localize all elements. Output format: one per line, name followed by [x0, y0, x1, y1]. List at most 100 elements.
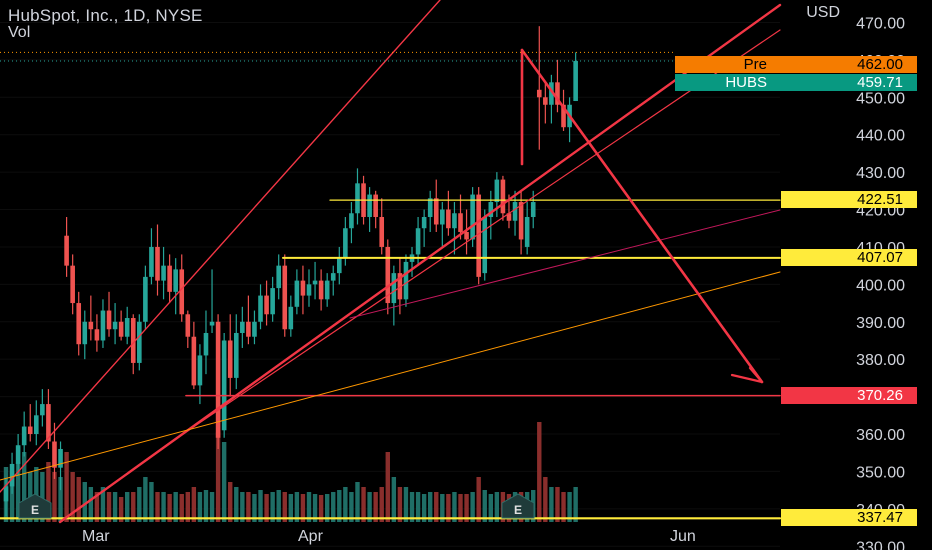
candle-body [40, 404, 45, 416]
candle-body [100, 310, 106, 341]
candle [543, 82, 548, 124]
candle-body [137, 321, 142, 363]
candle-body [458, 213, 463, 232]
candle [82, 310, 88, 360]
x-tick-mar: Mar [82, 528, 110, 545]
volume-bar [421, 494, 427, 522]
volume-bar [415, 492, 421, 522]
volume-bar [270, 492, 275, 522]
volume-bar [549, 487, 554, 522]
candle [349, 202, 354, 244]
volume-bar [488, 494, 493, 522]
candle [203, 310, 209, 375]
y-tick-label: 400.00 [856, 277, 905, 294]
volume-bar [282, 492, 287, 522]
candle-body [118, 321, 124, 337]
candle [476, 187, 481, 285]
candle-body [221, 340, 227, 431]
x-tick-jun: Jun [670, 528, 696, 545]
volume-bar [137, 487, 142, 522]
candle [270, 276, 275, 322]
candle-body [82, 321, 88, 345]
volume-bar [464, 494, 469, 522]
secondary-trendline [185, 29, 781, 433]
candle [46, 389, 51, 449]
candle-body [452, 213, 457, 229]
candle [555, 59, 560, 113]
candle [118, 310, 124, 341]
candle-body [227, 340, 233, 378]
candle-body [197, 355, 203, 386]
candle-body [337, 258, 342, 274]
candle-body [403, 261, 409, 300]
volume-bar [331, 492, 336, 522]
candle [312, 261, 318, 300]
volume-bar [288, 494, 294, 522]
candle [264, 280, 269, 326]
volume-bar [409, 492, 415, 522]
volume-bar [252, 494, 257, 522]
candle [355, 168, 360, 225]
arrow-head-a [730, 373, 764, 384]
candle [337, 246, 342, 285]
projection-arrow [520, 48, 764, 384]
volume-bar [185, 492, 190, 522]
candle [221, 332, 227, 438]
candle-body [470, 194, 475, 240]
volume-bar [537, 422, 542, 522]
candle-body [167, 265, 172, 292]
main-trendline [58, 3, 782, 524]
candle [276, 254, 281, 300]
ticker-label: HUBS [675, 74, 781, 91]
candle-body [294, 280, 300, 307]
candle-body [203, 332, 209, 356]
y-tick-label: 470.00 [856, 15, 905, 32]
candle [27, 404, 33, 442]
volume-bar [149, 482, 154, 522]
candle-body [367, 194, 372, 218]
candle [130, 314, 136, 375]
volume-bar [234, 487, 239, 522]
volume-bar [112, 492, 118, 522]
volume-bar [76, 477, 81, 522]
earnings-icon: E [501, 493, 535, 519]
candle-body [124, 318, 130, 337]
y-tick-label: 330.00 [856, 539, 905, 550]
channel-upper-line [0, 0, 441, 493]
volume-bar [446, 494, 451, 522]
volume-bar [88, 487, 94, 522]
candle [233, 314, 239, 390]
candle [282, 254, 288, 337]
candle-body [88, 321, 94, 330]
candle-body [191, 336, 197, 386]
volume-bar [203, 490, 209, 522]
candle [9, 452, 15, 494]
volume-bar [561, 492, 566, 522]
volume-bar [324, 494, 330, 522]
volume-bar [543, 477, 548, 522]
candle [464, 209, 469, 255]
candle-body [58, 448, 63, 468]
candle [561, 89, 566, 131]
volume-bar [494, 492, 500, 522]
candle-body [549, 82, 554, 105]
candle [88, 295, 94, 341]
volume-bar [361, 487, 366, 522]
candle [512, 190, 518, 236]
earnings-icon: E [18, 493, 52, 519]
candle [161, 246, 166, 300]
volume-bar [276, 490, 281, 522]
candle-body [318, 280, 324, 300]
candle-body [240, 321, 245, 333]
volume-bar [215, 432, 221, 522]
candle [330, 265, 336, 296]
volume-bar [385, 452, 390, 522]
candle [76, 291, 82, 356]
candle-body [343, 228, 348, 259]
volume-bar [106, 492, 112, 522]
earnings-icon-shape [18, 493, 52, 519]
chart-title: HubSpot, Inc., 1D, NYSE [8, 6, 203, 25]
candle [191, 321, 197, 390]
